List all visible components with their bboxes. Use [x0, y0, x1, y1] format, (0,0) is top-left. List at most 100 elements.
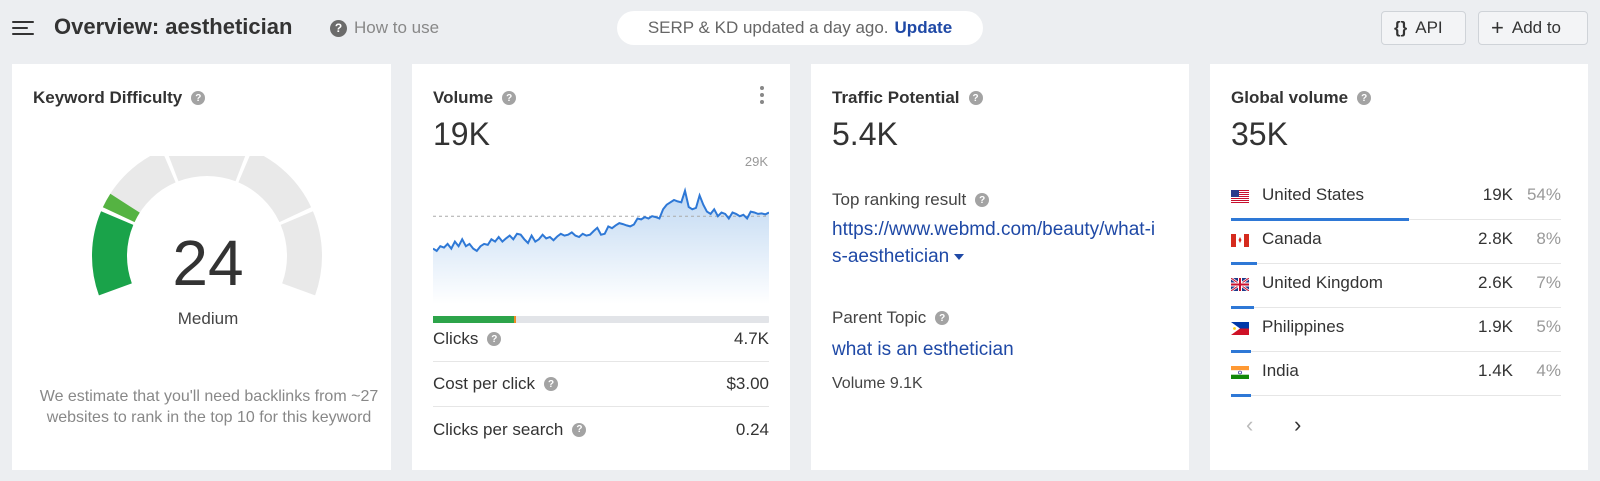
stat-row: Clicks per search? 0.24 [433, 407, 769, 452]
prev-page-icon[interactable]: ‹ [1246, 412, 1254, 437]
flag-icon-in [1231, 364, 1249, 379]
parent-topic-label: Parent Topic ? [832, 308, 950, 328]
help-icon[interactable]: ? [502, 91, 517, 105]
gauge-segment [238, 156, 312, 223]
top-ranking-url: https://www.webmd.com/beauty/what-is-aes… [832, 219, 1156, 267]
kd-score: 24 [172, 227, 244, 299]
stat-value: $3.00 [726, 374, 769, 393]
volume-card: Volume ? 19K 29K Clicks? 4.7K Cost per cli… [412, 64, 790, 470]
paid-clicks-bar [513, 316, 516, 323]
country-share: 4% [1536, 361, 1561, 380]
stat-row: Clicks? 4.7K [433, 317, 769, 362]
country-name: United Kingdom [1262, 273, 1383, 292]
country-name: India [1262, 361, 1299, 380]
next-page-icon[interactable]: › [1294, 412, 1302, 437]
update-button[interactable]: Update [894, 18, 953, 37]
top-ranking-label: Top ranking result ? [832, 190, 990, 210]
traffic-title: Traffic Potential ? [832, 88, 983, 108]
help-icon[interactable]: ? [935, 311, 950, 325]
parent-topic-label-text: Parent Topic [832, 308, 927, 327]
api-button-label: API [1415, 18, 1443, 37]
api-button[interactable]: {} API [1381, 11, 1466, 45]
help-icon[interactable]: ? [572, 422, 587, 437]
gauge-segment [168, 156, 246, 182]
country-name: Philippines [1262, 317, 1345, 336]
how-to-use-label: How to use [354, 18, 440, 37]
page-title: Overview: aesthetician [54, 14, 293, 39]
country-volume: 19K [1482, 185, 1513, 204]
help-icon[interactable]: ? [191, 91, 206, 105]
serp-status-text: SERP & KD updated a day ago. [647, 18, 889, 37]
help-icon[interactable]: ? [968, 91, 983, 105]
country-volume: 1.4K [1478, 361, 1513, 380]
country-share-bar [1231, 394, 1251, 397]
dropdown-caret-icon[interactable] [954, 253, 965, 260]
flag-icon-ca [1231, 232, 1249, 247]
traffic-potential-card: Traffic Potential ? 5.4K Top ranking res… [811, 64, 1189, 470]
flag-icon-gb [1230, 276, 1250, 293]
global-title-text: Global volume [1231, 88, 1349, 107]
country-share-bar [1231, 218, 1410, 221]
help-icon[interactable]: ? [1357, 91, 1372, 105]
global-value: 35K [1231, 116, 1288, 152]
country-share: 54% [1526, 185, 1561, 204]
braces-icon: {} [1394, 18, 1408, 37]
more-options-icon[interactable] [759, 86, 765, 106]
country-name: Canada [1262, 229, 1322, 248]
volume-title-text: Volume [433, 88, 494, 107]
plus-icon: + [1491, 15, 1504, 40]
clicks-split-bar [433, 316, 769, 323]
keyword-difficulty-card: Keyword Difficulty ? 24 Medium We estima… [12, 64, 391, 470]
stat-value: 0.24 [735, 419, 769, 439]
hamburger-menu-icon[interactable] [12, 19, 34, 37]
volume-value: 19K [433, 116, 490, 152]
global-title: Global volume ? [1231, 88, 1372, 108]
help-icon[interactable]: ? [487, 332, 502, 346]
help-icon[interactable]: ? [975, 193, 990, 207]
traffic-value: 5.4K [832, 116, 898, 152]
chart-max-label: 29K [745, 154, 768, 169]
organic-clicks-bar [433, 316, 514, 323]
gauge-segment [280, 211, 322, 296]
flag-icon-ph [1231, 320, 1249, 335]
add-to-button-label: Add to [1511, 18, 1562, 37]
country-share: 8% [1536, 229, 1561, 248]
stat-row: Cost per click? $3.00 [433, 362, 769, 407]
country-share: 5% [1536, 317, 1561, 336]
country-share: 7% [1536, 273, 1561, 292]
help-icon[interactable]: ? [544, 377, 559, 391]
stat-label-text: Clicks per search [433, 419, 564, 439]
parent-topic-volume: Volume 9.1K [832, 375, 923, 392]
stat-label-text: Cost per click [433, 374, 536, 393]
country-row[interactable]: Canada 2.8K 8% [1231, 219, 1561, 265]
country-share-bar [1231, 306, 1255, 309]
country-name: United States [1262, 185, 1365, 204]
parent-topic-link[interactable]: what is an esthetician [832, 339, 1014, 360]
country-share-bar [1231, 262, 1258, 265]
volume-area [433, 190, 769, 304]
volume-trend-line [433, 187, 769, 253]
stat-label-text: Clicks [433, 329, 479, 348]
flag-icon-us [1231, 188, 1249, 203]
volume-trend-chart: 29K [433, 154, 769, 304]
country-row[interactable]: Philippines 1.9K 5% [1231, 307, 1561, 353]
stat-label: Clicks per search? [433, 419, 587, 440]
gauge-fill-segment [92, 211, 134, 296]
country-row[interactable]: United States 19K 54% [1231, 175, 1561, 221]
top-ranking-label-text: Top ranking result [832, 190, 967, 209]
traffic-title-text: Traffic Potential [832, 88, 960, 107]
country-row[interactable]: India 1.4K 4% [1231, 351, 1561, 397]
kd-description: We estimate that you'll need backlinks f… [39, 388, 379, 426]
stat-label: Cost per click? [433, 374, 559, 394]
kd-title: Keyword Difficulty ? [33, 88, 206, 108]
add-to-button[interactable]: + Add to [1478, 11, 1588, 45]
global-volume-card: Global volume ? 35K United States 19K 54% C… [1210, 64, 1588, 470]
help-icon: ? [330, 19, 347, 37]
stat-label: Clicks? [433, 329, 502, 349]
volume-title: Volume ? [433, 88, 517, 108]
country-row[interactable]: United Kingdom 2.6K 7% [1230, 263, 1561, 309]
kd-title-text: Keyword Difficulty [33, 88, 183, 107]
how-to-use-link[interactable]: ? How to use [330, 18, 439, 38]
country-volume: 1.9K [1478, 317, 1513, 336]
top-ranking-url-link[interactable]: https://www.webmd.com/beauty/what-is-aes… [832, 216, 1162, 270]
